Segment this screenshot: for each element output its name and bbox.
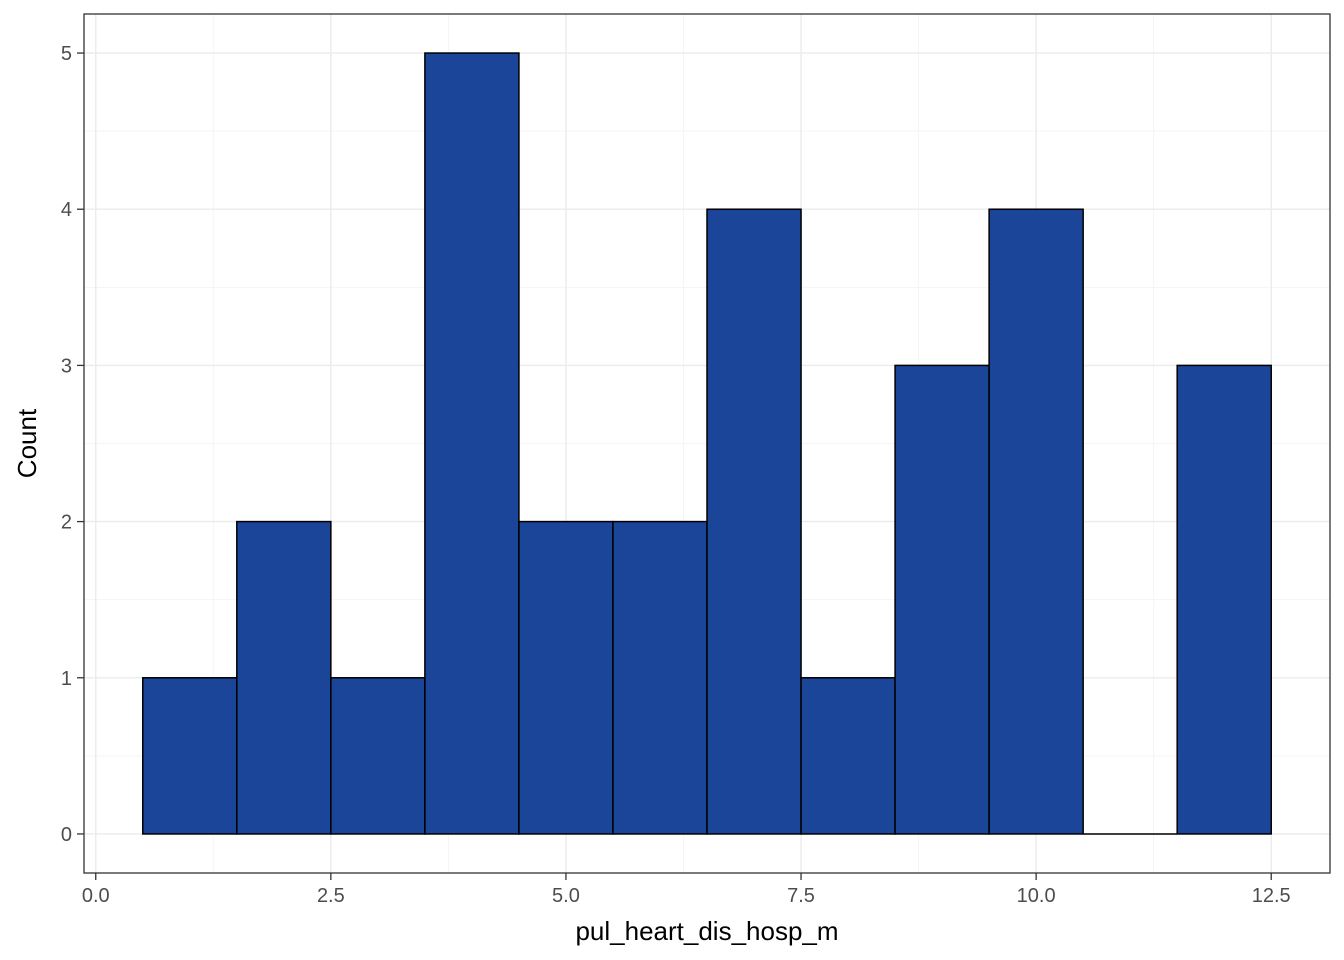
y-tick-label: 1 <box>61 668 72 690</box>
x-tick-label: 0.0 <box>82 885 110 907</box>
histogram-bar-5 <box>518 520 614 835</box>
histogram-bar-4 <box>424 52 520 835</box>
histogram-bar-3 <box>330 677 426 835</box>
y-axis-title: Count <box>12 408 42 478</box>
histogram-bar-8 <box>800 677 896 835</box>
histogram-bar-1 <box>142 677 238 835</box>
y-tick-label: 5 <box>61 43 72 65</box>
x-tick-label: 12.5 <box>1252 885 1291 907</box>
y-tick-label: 2 <box>61 512 72 534</box>
panel-border <box>83 13 1331 874</box>
x-axis-title: pul_heart_dis_hosp_m <box>575 916 838 946</box>
histogram-bar-7 <box>706 208 802 835</box>
y-tick-label: 0 <box>61 824 72 846</box>
histogram-bar-6 <box>612 520 708 835</box>
histogram-bar-9 <box>894 364 990 835</box>
y-tick-label: 3 <box>61 355 72 377</box>
histogram-bar-2 <box>236 520 332 835</box>
x-tick-label: 7.5 <box>787 885 815 907</box>
y-tick-label: 4 <box>61 199 72 221</box>
x-tick-label: 5.0 <box>552 885 580 907</box>
histogram-bar-10 <box>988 208 1084 835</box>
histogram-bars <box>142 52 1272 835</box>
x-axis: 0.0 2.5 5.0 7.5 10.0 12.5 <box>82 873 1291 907</box>
x-tick-label: 2.5 <box>317 885 345 907</box>
x-tick-label: 10.0 <box>1017 885 1056 907</box>
y-axis: 0 1 2 3 4 5 <box>61 43 84 846</box>
histogram-bar-12 <box>1176 364 1272 835</box>
